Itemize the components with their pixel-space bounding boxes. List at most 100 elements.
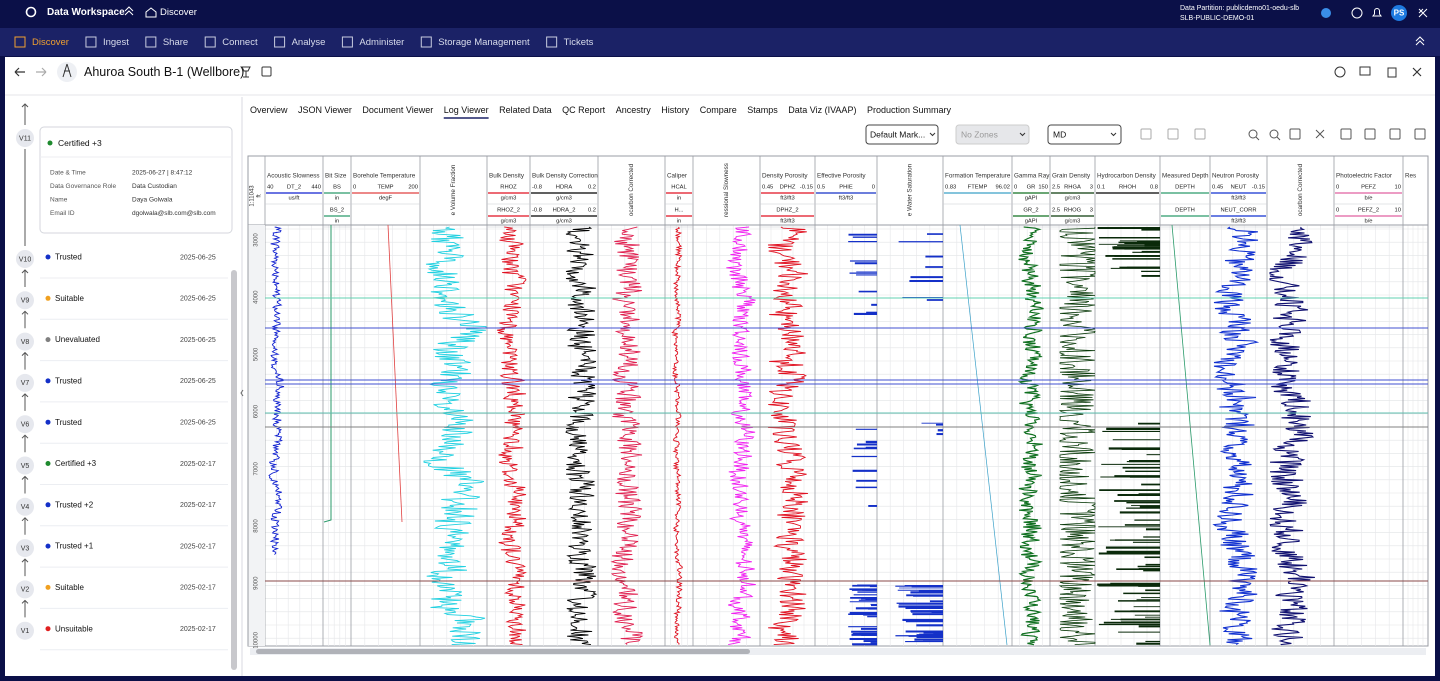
expand-icon[interactable] (1418, 8, 1428, 18)
version-status[interactable]: Suitable (55, 583, 84, 592)
nav-item[interactable]: Analyse (292, 37, 326, 48)
depth-label: 8000 (254, 519, 260, 533)
tab[interactable]: JSON Viewer (298, 105, 352, 115)
version-badge (16, 539, 34, 558)
close-button[interactable] (1412, 67, 1422, 77)
h-scroll-thumb[interactable] (256, 649, 750, 654)
stamp-icon[interactable] (241, 66, 251, 78)
marker-select[interactable] (865, 124, 939, 145)
version-status[interactable]: Certified +3 (55, 459, 97, 468)
curve-min: 2.5 (1052, 208, 1060, 214)
version-id: V6 (21, 422, 30, 429)
tab[interactable]: Overview (250, 105, 288, 115)
tool-icon[interactable] (1340, 128, 1352, 140)
version-status[interactable]: Unsuitable (55, 624, 93, 633)
nav-item[interactable]: Storage Management (438, 37, 530, 48)
nav-bar (0, 28, 1440, 56)
left-scrollbar[interactable] (231, 270, 237, 670)
tab[interactable]: Related Data (499, 105, 552, 115)
curve-name: TEMP (377, 185, 393, 191)
select-carets (929, 132, 1117, 137)
version-badge (16, 415, 34, 434)
tab[interactable]: Ancestry (616, 105, 652, 115)
app-name[interactable]: Data Workspace (47, 7, 125, 18)
nav-item[interactable]: Discover (32, 37, 69, 48)
nav-icon[interactable] (341, 36, 353, 48)
home-link[interactable]: Discover (160, 7, 197, 18)
tool-icon[interactable] (1140, 128, 1152, 140)
curve-min: 0.5 (817, 185, 825, 191)
help-icon[interactable] (1351, 7, 1363, 19)
nav-icon[interactable] (204, 36, 216, 48)
version-status[interactable]: Trusted (55, 253, 82, 262)
nav-item[interactable]: Tickets (564, 37, 594, 48)
bell-icon[interactable] (1372, 8, 1382, 17)
nav-item[interactable]: Connect (222, 37, 258, 48)
copy-icon[interactable] (261, 66, 272, 77)
tab[interactable]: Compare (700, 105, 737, 115)
version-status[interactable]: Suitable (55, 294, 84, 303)
version-status[interactable]: Trusted (55, 418, 82, 427)
nav-icon[interactable] (14, 36, 26, 48)
curve-unit: in (335, 219, 340, 225)
version-status[interactable]: Unevaluated (55, 335, 100, 344)
zones-select (955, 124, 1030, 145)
curve-name: PEFZ_2 (1358, 208, 1379, 214)
action-icon-1[interactable] (1334, 66, 1346, 78)
depth-select[interactable] (1047, 124, 1122, 145)
version-status[interactable]: Trusted +2 (55, 500, 94, 509)
nav-icon[interactable] (274, 36, 286, 48)
curve-min: -0.8 (532, 185, 542, 191)
splitter-handle[interactable] (240, 389, 244, 397)
status-icon[interactable] (1321, 8, 1331, 18)
tool-icon[interactable] (1248, 129, 1258, 139)
tool-icon[interactable] (1364, 128, 1376, 140)
tab[interactable]: Data Viz (IVAAP) (788, 105, 856, 115)
status-dot (45, 626, 51, 632)
version-date: 2025-06-25 (180, 254, 216, 261)
curve-name: PEFZ (1361, 185, 1376, 191)
tool-icon[interactable] (1389, 128, 1401, 140)
trace-temp (387, 224, 403, 523)
tool-icon[interactable] (1269, 129, 1279, 139)
tool-icon[interactable] (1414, 128, 1426, 140)
nav-collapse[interactable] (1415, 36, 1425, 46)
tab[interactable]: Document Viewer (362, 105, 433, 115)
delete-icon[interactable] (1387, 67, 1397, 78)
curve-name: GR (1027, 185, 1036, 191)
tool-icon[interactable] (1289, 128, 1301, 140)
home-icon[interactable] (145, 7, 157, 18)
nav-icon[interactable] (420, 36, 432, 48)
version-id: V4 (21, 504, 30, 511)
arrow-head (21, 393, 29, 398)
nav-icon[interactable] (85, 36, 97, 48)
tab[interactable]: Production Summary (867, 105, 952, 115)
curve-name: BS (333, 185, 341, 191)
nav-item[interactable]: Administer (359, 37, 404, 48)
tab[interactable]: History (661, 105, 690, 115)
forward-button[interactable] (36, 67, 47, 77)
version-date: 2025-06-25 (180, 420, 216, 427)
tool-icon[interactable] (1194, 128, 1206, 140)
version-card[interactable] (39, 126, 233, 234)
detail-value: dgolwala@slb.com@slb.com (132, 210, 216, 217)
track-title: Bulk Density Correction (532, 173, 598, 180)
version-status[interactable]: Trusted (55, 377, 82, 386)
tool-icon[interactable] (1167, 128, 1179, 140)
tool-icon[interactable] (1315, 129, 1325, 139)
nav-icon[interactable] (546, 36, 558, 48)
tab[interactable]: Stamps (747, 105, 778, 115)
action-icon-2[interactable] (1359, 66, 1371, 76)
tab[interactable]: Log Viewer (444, 105, 489, 115)
nav-icon[interactable] (145, 36, 157, 48)
nav-item[interactable]: Share (163, 37, 188, 48)
version-status: Certified +3 (58, 138, 102, 148)
nav-item[interactable]: Ingest (103, 37, 129, 48)
curve-name: RHOZ (500, 185, 517, 191)
version-status[interactable]: Trusted +1 (55, 542, 94, 551)
avatar[interactable] (1391, 5, 1407, 21)
back-button[interactable] (14, 67, 25, 77)
tab[interactable]: QC Report (562, 105, 606, 115)
collapse-icon[interactable] (124, 6, 134, 16)
curve-unit: gAPI (1025, 196, 1038, 202)
